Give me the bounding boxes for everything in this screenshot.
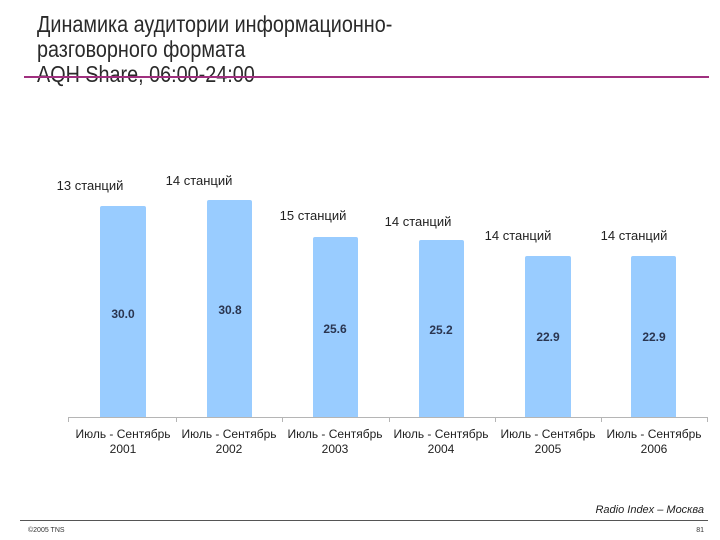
station-count-label: 14 станций	[165, 173, 233, 188]
station-count-label: 13 станций	[56, 178, 124, 193]
station-count-label: 14 станций	[384, 214, 452, 229]
x-axis-tick	[68, 417, 69, 422]
x-axis-category-label: Июль - Сентябрь 2004	[393, 427, 489, 456]
bar-2004	[419, 240, 464, 417]
title-divider	[24, 76, 709, 78]
bar-value-label: 22.9	[536, 330, 560, 344]
x-axis-tick	[601, 417, 602, 422]
source-label: Radio Index – Москва	[595, 504, 704, 516]
bar-2002	[207, 200, 252, 417]
slide-title: Динамика аудитории информационно- разгов…	[37, 12, 392, 87]
x-axis-tick	[495, 417, 496, 422]
bar-2001	[100, 206, 146, 417]
title-line-1: Динамика аудитории информационно-	[37, 11, 393, 37]
station-count-label: 14 станций	[600, 228, 668, 243]
copyright-text: ©2005 TNS	[28, 527, 65, 534]
bar-2006	[631, 256, 676, 417]
x-axis-tick	[282, 417, 283, 422]
bar-value-label: 22.9	[642, 330, 666, 344]
page-number: 81	[696, 527, 704, 534]
x-axis	[68, 417, 708, 418]
x-axis-category-label: Июль - Сентябрь 2003	[287, 427, 383, 456]
bar-2005	[525, 256, 571, 417]
x-axis-category-label: Июль - Сентябрь 2005	[500, 427, 596, 456]
x-axis-tick	[176, 417, 177, 422]
footer-divider	[20, 520, 708, 521]
station-count-label: 15 станций	[279, 208, 347, 223]
bar-value-label: 25.6	[323, 322, 347, 336]
bar-value-label: 30.8	[218, 303, 242, 317]
x-axis-category-label: Июль - Сентябрь 2006	[606, 427, 702, 456]
bar-2003	[313, 237, 358, 417]
station-count-label: 14 станций	[484, 228, 552, 243]
title-line-3: AQH Share, 06:00-24:00	[37, 61, 255, 87]
title-line-2: разговорного формата	[37, 36, 246, 62]
x-axis-category-label: Июль - Сентябрь 2001	[75, 427, 171, 456]
x-axis-tick	[389, 417, 390, 422]
x-axis-category-label: Июль - Сентябрь 2002	[181, 427, 277, 456]
bar-value-label: 30.0	[111, 307, 135, 321]
bar-value-label: 25.2	[429, 323, 453, 337]
x-axis-tick	[707, 417, 708, 422]
